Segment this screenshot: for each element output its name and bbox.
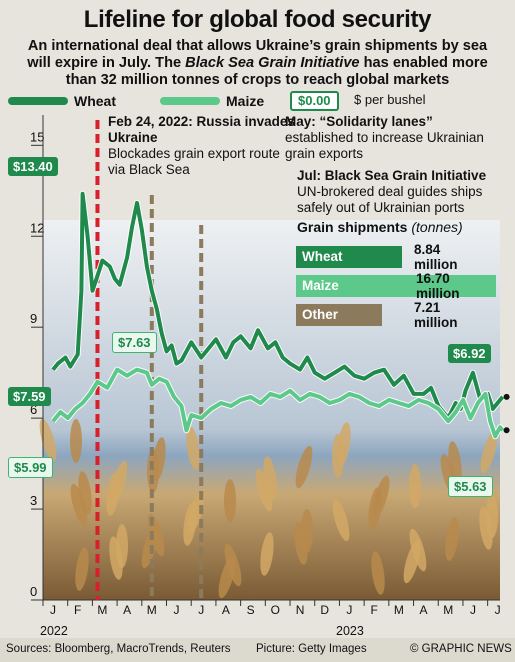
annotation-jul-title: Jul: Black Sea Grain Initiative [297,168,487,183]
subtitle-part2: has enabled more than 32 million tonnes … [65,55,488,88]
y-tick-label: 9 [30,311,37,326]
shipment-row-maize: Maize 16.70 million [296,271,496,301]
x-tick-label: A [123,603,131,617]
maize-line [51,367,505,439]
y-tick-label: 6 [30,402,37,417]
wheat-ear-decoration [295,445,313,489]
wheat-ear-decoration [332,498,350,542]
shipment-row-wheat: Wheat 8.84 million [296,242,458,272]
annotation-feb-body: Blockades grain export route via Black S… [108,146,280,177]
shipment-value-other: 7.21 million [414,300,458,330]
x-tick-label: J [174,603,180,617]
footer-sources: Sources: Bloomberg, MacroTrends, Reuters [6,643,231,655]
wheat-ear-decoration [294,521,308,565]
maize-swatch [160,97,220,105]
wheat-start-tag: $7.59 [8,387,51,406]
shipment-value-wheat: 8.84 million [414,242,458,272]
annotation-feb-title: Feb 24, 2022: Russia invades Ukraine [108,114,295,145]
wheat-ear-decoration [409,464,421,508]
annotation-may-body: established to increase Ukrainian grain … [285,130,484,161]
shipment-value-maize: 16.70 million [416,271,460,301]
x-tick-label: O [271,603,280,617]
x-tick-label: F [74,603,81,617]
x-tick-label: J [470,603,476,617]
x-tick-label: M [394,603,404,617]
wheat-ear-decoration [371,551,385,595]
y-tick-label: 0 [30,584,37,599]
wheat-ear-decoration [479,506,493,550]
wheat-ear-decoration [255,468,273,512]
wheat-peak-tag: $13.40 [8,157,58,176]
wheat-swatch [8,97,68,105]
legend-maize: Maize [160,91,264,111]
wheat-ear-decoration [70,483,88,527]
unit-text: $ per bushel [354,92,426,107]
shipment-bar-other: Other [296,304,382,326]
shipment-bar-maize: Maize [296,275,496,297]
series-end-dot [503,427,510,434]
wheat-ear-decoration [260,532,274,576]
page-title: Lifeline for global food security [83,6,432,33]
wheat-ear-decoration [368,487,382,531]
year-2023: 2023 [336,624,364,638]
maize-start-tag: $5.99 [8,457,53,478]
annotation-may: May: “Solidarity lanes” established to i… [285,114,510,162]
x-tick-label: J [198,603,204,617]
subtitle: An international deal that allows Ukrain… [20,38,495,89]
y-tick-label: 3 [30,493,37,508]
x-tick-label: S [247,603,255,617]
x-tick-label: D [320,603,329,617]
wheat-line [51,191,505,421]
unit-box: $0.00 [290,91,339,111]
x-tick-label: N [296,603,305,617]
x-tick-label: M [443,603,453,617]
x-tick-label: M [97,603,107,617]
shipments-title: Grain shipments (tonnes) [297,219,463,235]
shipments-title-text: Grain shipments [297,219,408,235]
subtitle-italic: Black Sea Grain Initiative [185,55,360,71]
wheat-ear-decoration [106,472,120,516]
wheat-ear-decoration [480,430,498,474]
footer-picture: Picture: Getty Images [256,643,367,655]
annotation-jul-body: UN-brokered deal guides ships safely out… [297,184,483,215]
wheat-ear-decoration [403,540,421,584]
wheat-ear-decoration [75,547,89,591]
maize-end-tag: $5.63 [448,476,493,497]
annotation-may-title: May: “Solidarity lanes” [285,114,433,129]
shipment-bar-wheat: Wheat [296,246,402,268]
wheat-ear-decoration [445,517,459,561]
maize-peak-tag: $7.63 [112,332,157,353]
x-tick-label: M [147,603,157,617]
wheat-ear-decoration [109,536,123,580]
x-tick-label: J [50,603,56,617]
wheat-ear-decoration [218,555,236,599]
y-tick-label: 15 [30,129,44,144]
x-tick-label: A [222,603,230,617]
footer-credit: © GRAPHIC NEWS [410,643,512,655]
wheat-ear-decoration [39,418,57,462]
annotation-feb: Feb 24, 2022: Russia invades Ukraine Blo… [108,114,298,178]
shipments-unit: (tonnes) [411,219,463,235]
wheat-ear-decoration [332,434,344,478]
wheat-ear-decoration [186,426,200,470]
x-tick-label: F [370,603,377,617]
x-tick-label: A [420,603,428,617]
wheat-ear-decoration [224,479,236,523]
legend-wheat-label: Wheat [74,93,116,109]
legend-maize-label: Maize [226,93,265,109]
x-tick-label: J [346,603,352,617]
annotation-jul: Jul: Black Sea Grain Initiative UN-broke… [297,168,512,216]
wheat-end-tag: $6.92 [448,344,491,363]
shipment-row-other: Other 7.21 million [296,300,458,330]
footer: Sources: Bloomberg, MacroTrends, Reuters… [0,638,515,662]
x-tick-label: J [495,603,501,617]
year-2022: 2022 [40,624,68,638]
legend-wheat: Wheat [8,91,116,111]
subtitle-part1: An international deal that allows Ukrain… [27,38,488,71]
wheat-ear-decoration [183,502,197,546]
y-tick-label: 12 [30,220,44,235]
wheat-ear-decoration [70,419,82,463]
series-end-dot [503,393,510,400]
